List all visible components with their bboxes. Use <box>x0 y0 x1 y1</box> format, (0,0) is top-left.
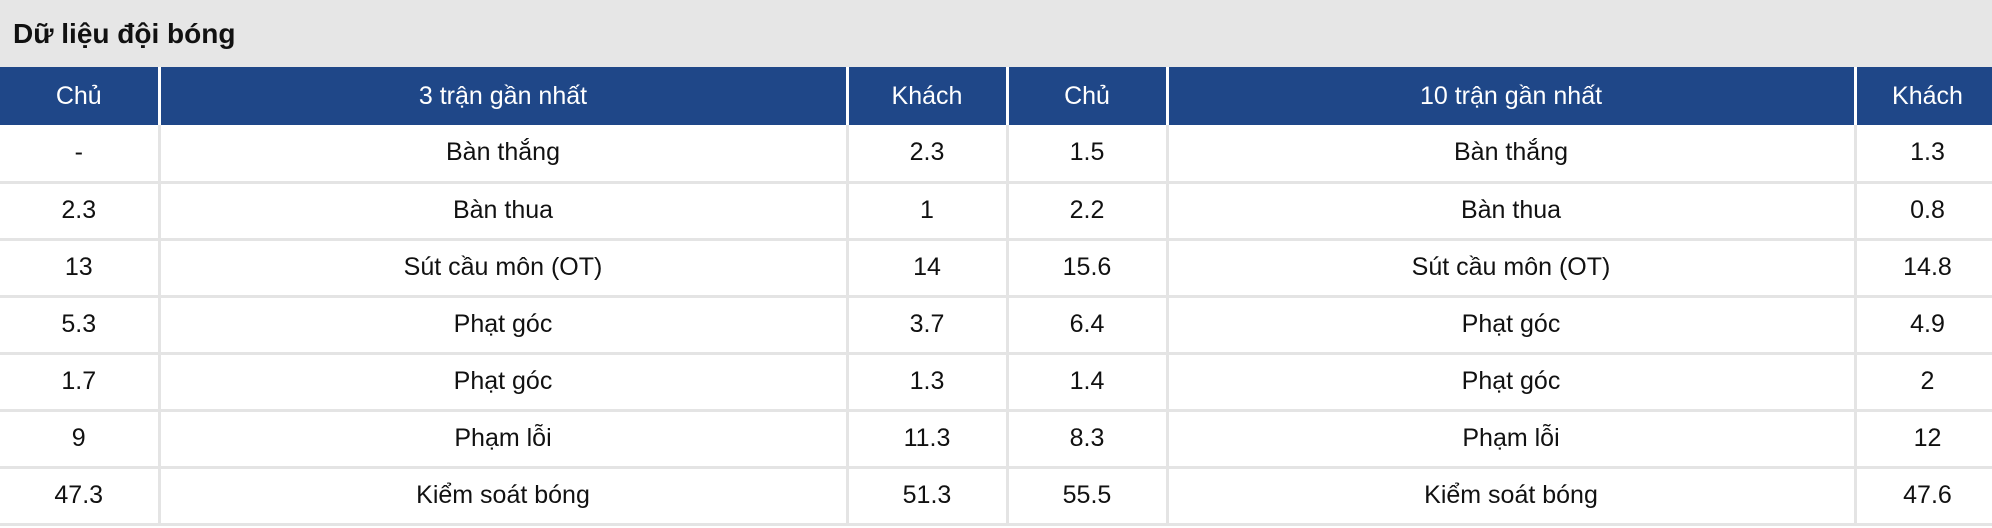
away-header: Khách <box>847 67 1009 125</box>
home-10-value: 55.5 <box>1007 467 1169 526</box>
table-row: 9 Phạm lỗi 11.3 8.3 Phạm lỗi 12 <box>0 410 1992 469</box>
stat-label: Sút cầu môn (OT) <box>159 239 849 298</box>
stat-label: Bàn thua <box>159 182 849 241</box>
away-3-value: 11.3 <box>847 410 1009 469</box>
table-row: 13 Sút cầu môn (OT) 14 15.6 Sút cầu môn (OT)… <box>0 239 1992 298</box>
home-3-value: 47.3 <box>0 467 161 526</box>
home-header: Chủ <box>1007 67 1169 125</box>
table-row: 47.3 Kiểm soát bóng 51.3 55.5 Kiểm soát bóng… <box>0 467 1992 526</box>
home-10-value: 2.2 <box>1007 182 1169 241</box>
home-3-value: 13 <box>0 239 161 298</box>
away-3-value: 1.3 <box>847 353 1009 412</box>
home-3-value: 2.3 <box>0 182 161 241</box>
table-row: 2.3 Bàn thua 1 2.2 Bàn thua 0.8 <box>0 182 1992 241</box>
stat-label: Bàn thua <box>1167 182 1857 241</box>
home-10-value: 15.6 <box>1007 239 1169 298</box>
away-10-value: 1.3 <box>1855 125 1992 184</box>
stat-label: Phạt góc <box>1167 296 1857 355</box>
stat-label: Phạt góc <box>159 296 849 355</box>
table-header-row: Chủ 3 trận gần nhất Khách Chủ 10 trận gần nh… <box>0 67 1992 125</box>
away-10-value: 0.8 <box>1855 182 1992 241</box>
away-3-value: 1 <box>847 182 1009 241</box>
section-title-bar: Dữ liệu đội bóng <box>0 0 1992 67</box>
home-3-value: 9 <box>0 410 161 469</box>
away-3-value: 2.3 <box>847 125 1009 184</box>
last-10-header: 10 trận gần nhất <box>1167 67 1857 125</box>
team-stats-table: Chủ 3 trận gần nhất Khách Chủ 10 trận gần nh… <box>0 67 1992 526</box>
home-10-value: 8.3 <box>1007 410 1169 469</box>
home-3-value: 5.3 <box>0 296 161 355</box>
stat-label: Bàn thắng <box>159 125 849 184</box>
stat-label: Sút cầu môn (OT) <box>1167 239 1857 298</box>
away-3-value: 3.7 <box>847 296 1009 355</box>
away-header: Khách <box>1855 67 1992 125</box>
away-3-value: 51.3 <box>847 467 1009 526</box>
table-row: 1.7 Phạt góc 1.3 1.4 Phạt góc 2 <box>0 353 1992 412</box>
home-3-value: - <box>0 125 161 184</box>
stat-label: Phạt góc <box>159 353 849 412</box>
stat-label: Kiểm soát bóng <box>159 467 849 526</box>
away-10-value: 47.6 <box>1855 467 1992 526</box>
table-row: - Bàn thắng 2.3 1.5 Bàn thắng 1.3 <box>0 125 1992 184</box>
home-header: Chủ <box>0 67 161 125</box>
last-3-header: 3 trận gần nhất <box>159 67 849 125</box>
stat-label: Phạm lỗi <box>159 410 849 469</box>
away-3-value: 14 <box>847 239 1009 298</box>
away-10-value: 12 <box>1855 410 1992 469</box>
away-10-value: 14.8 <box>1855 239 1992 298</box>
home-10-value: 6.4 <box>1007 296 1169 355</box>
home-10-value: 1.5 <box>1007 125 1169 184</box>
table-row: 5.3 Phạt góc 3.7 6.4 Phạt góc 4.9 <box>0 296 1992 355</box>
stat-label: Kiểm soát bóng <box>1167 467 1857 526</box>
stat-label: Phạm lỗi <box>1167 410 1857 469</box>
stat-label: Bàn thắng <box>1167 125 1857 184</box>
away-10-value: 2 <box>1855 353 1992 412</box>
away-10-value: 4.9 <box>1855 296 1992 355</box>
home-3-value: 1.7 <box>0 353 161 412</box>
home-10-value: 1.4 <box>1007 353 1169 412</box>
stat-label: Phạt góc <box>1167 353 1857 412</box>
section-title: Dữ liệu đội bóng <box>13 17 236 49</box>
